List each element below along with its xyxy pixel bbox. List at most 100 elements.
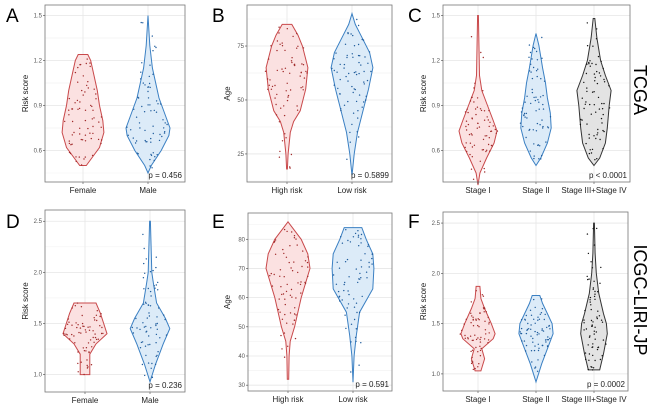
- data-point: [142, 22, 144, 24]
- data-point: [139, 328, 141, 331]
- data-point: [285, 90, 287, 92]
- data-point: [144, 301, 147, 303]
- data-point: [81, 322, 84, 325]
- data-point: [306, 72, 308, 74]
- data-point: [589, 299, 591, 301]
- panel-letter: D: [6, 212, 20, 233]
- data-point: [76, 99, 79, 102]
- panel-letter: E: [212, 212, 225, 233]
- data-point: [527, 322, 529, 325]
- data-point: [589, 296, 592, 299]
- plot-background: [45, 210, 185, 392]
- data-point: [74, 71, 77, 74]
- data-point: [538, 333, 540, 335]
- data-point: [490, 144, 493, 147]
- data-point: [541, 308, 544, 310]
- data-point: [276, 40, 279, 42]
- data-point: [595, 63, 597, 66]
- violin-stage-i: [458, 15, 498, 186]
- data-point: [92, 109, 94, 112]
- data-point: [539, 145, 541, 147]
- data-point: [537, 349, 540, 352]
- data-point: [485, 333, 487, 335]
- data-point: [537, 144, 539, 146]
- data-point: [280, 334, 282, 337]
- data-point: [583, 107, 585, 110]
- data-point: [343, 104, 346, 107]
- data-point: [279, 150, 281, 153]
- data-point: [289, 89, 292, 91]
- data-point: [350, 33, 352, 35]
- data-point: [285, 256, 288, 258]
- data-point: [68, 114, 70, 116]
- data-point: [340, 108, 342, 110]
- data-point: [595, 38, 598, 40]
- data-point: [151, 35, 153, 37]
- data-point: [283, 105, 285, 107]
- data-point: [147, 287, 149, 290]
- data-point: [287, 345, 289, 347]
- data-point: [151, 167, 153, 169]
- data-point: [483, 308, 485, 310]
- data-point: [603, 78, 605, 81]
- data-point: [79, 101, 81, 103]
- data-point: [358, 94, 361, 96]
- data-point: [149, 158, 151, 161]
- data-point: [87, 366, 89, 368]
- data-point: [84, 109, 87, 112]
- data-point: [591, 267, 594, 269]
- data-point: [587, 344, 589, 346]
- data-point: [91, 118, 94, 120]
- data-point: [71, 333, 73, 336]
- y-tick-label: 60: [238, 296, 245, 302]
- data-point: [464, 334, 466, 337]
- data-point: [354, 88, 356, 91]
- data-point: [135, 140, 138, 142]
- panel-letter: F: [408, 212, 420, 233]
- data-point: [355, 73, 358, 76]
- row-label-tcga: TCGA: [630, 65, 650, 115]
- data-point: [286, 28, 288, 30]
- data-point: [269, 79, 271, 81]
- data-point: [63, 120, 66, 123]
- data-point: [82, 94, 84, 96]
- data-point: [139, 78, 142, 80]
- data-point: [291, 61, 293, 64]
- data-point: [78, 156, 81, 158]
- data-point: [151, 362, 153, 365]
- data-point: [594, 290, 596, 293]
- p-value: p = 0.0002: [587, 380, 626, 389]
- data-point: [545, 141, 547, 143]
- data-point: [587, 252, 590, 255]
- data-point: [470, 96, 473, 99]
- data-point: [538, 108, 540, 110]
- data-point: [470, 36, 473, 38]
- data-point: [535, 50, 538, 53]
- data-point: [144, 84, 146, 86]
- violin-high-risk: [265, 23, 309, 170]
- data-point: [92, 330, 94, 332]
- data-point: [593, 135, 595, 137]
- data-point: [526, 95, 528, 98]
- data-point: [333, 58, 335, 60]
- data-point: [89, 326, 91, 328]
- data-point: [140, 71, 142, 73]
- data-point: [75, 322, 77, 324]
- data-point: [362, 39, 365, 41]
- data-point: [533, 96, 535, 99]
- data-point: [68, 321, 70, 323]
- data-point: [274, 239, 277, 241]
- data-point: [366, 277, 368, 279]
- data-point: [603, 102, 605, 105]
- data-point: [371, 263, 373, 265]
- data-point: [148, 315, 151, 317]
- data-point: [480, 51, 482, 54]
- data-point: [474, 108, 477, 110]
- panel-c: Stage I Stage II Stage III+Stage IV 0.6 0.9 1…: [408, 4, 631, 195]
- data-point: [586, 275, 588, 278]
- y-tick-label: 2.0: [432, 271, 441, 277]
- data-point: [77, 362, 79, 365]
- data-point: [307, 256, 309, 258]
- data-point: [358, 72, 360, 75]
- data-point: [478, 126, 481, 128]
